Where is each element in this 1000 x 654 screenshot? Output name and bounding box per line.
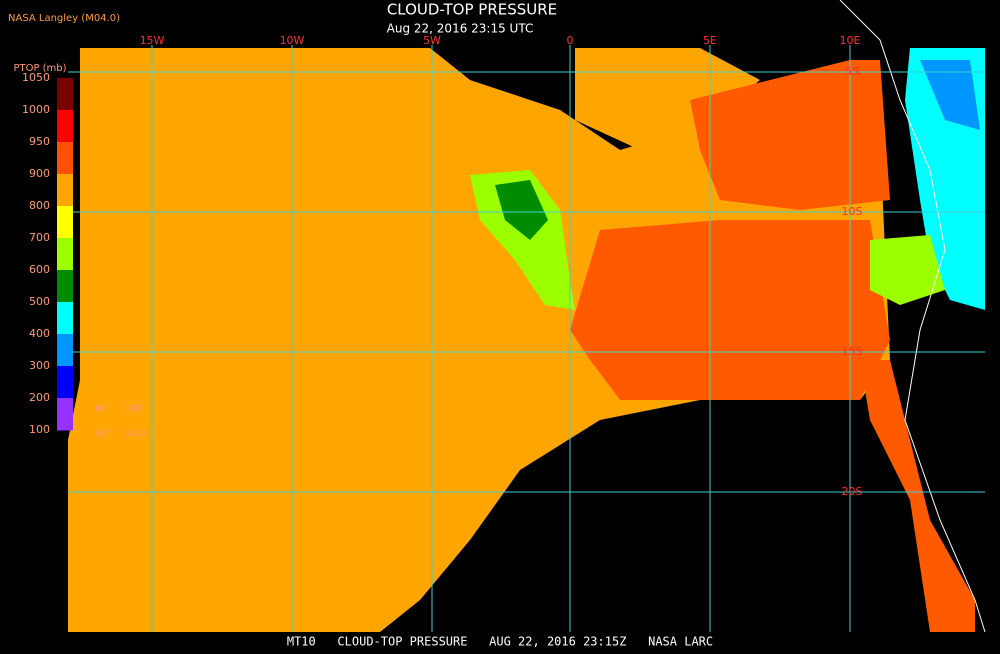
high-cloud (470, 170, 575, 310)
colorbar-swatch (57, 302, 73, 335)
lat-label: 20S (842, 485, 863, 498)
lon-label: 15W (140, 34, 165, 47)
colorbar-swatch (57, 334, 73, 367)
colorbar-swatch (57, 206, 73, 239)
coastal-region (860, 360, 975, 632)
coastline (839, 0, 986, 633)
colorbar-tick: 1050 (22, 71, 50, 84)
colorbar-swatch (57, 78, 73, 111)
colorbar-tick: 950 (29, 135, 50, 148)
low-cloud-region (575, 48, 760, 150)
colorbar-tick: 300 (29, 359, 50, 372)
low-cloud-region (68, 48, 890, 632)
lat-label: 5S (845, 65, 859, 78)
colorbar-tick: 1000 (22, 103, 50, 116)
high-cloud-core (495, 180, 548, 240)
colorbar-swatch (57, 366, 73, 399)
colorbar-swatch (57, 142, 73, 175)
lat-label: 15S (842, 345, 863, 358)
flag-label: VALR (124, 430, 147, 440)
colorbar-tick: 800 (29, 199, 50, 212)
colorbar-tick: 100 (29, 423, 50, 436)
lon-label: 5E (703, 34, 717, 47)
flag-label: RET (95, 430, 113, 440)
flag-label: NO (95, 405, 109, 415)
flag-label: OUT (124, 405, 144, 415)
colorbar-swatch (57, 398, 73, 431)
colorbar-swatch (57, 110, 73, 143)
colorbar-swatch (57, 238, 73, 271)
colorbar-label: PTOP (mb) (13, 63, 66, 74)
mid-low-region (690, 60, 890, 210)
coast-cloud (920, 60, 980, 130)
colorbar-tick: 200 (29, 391, 50, 404)
coast-cloud (870, 235, 945, 305)
colorbar: 1050 1000 950 900 800 700 600 500 400 300 200 100 NO… (22, 71, 147, 440)
lon-label: 0 (567, 34, 574, 47)
footer: MT10 CLOUD-TOP PRESSURE AUG 22, 2016 23:… (287, 635, 713, 649)
colorbar-tick: 700 (29, 231, 50, 244)
map-field (68, 0, 986, 633)
subtitle: Aug 22, 2016 23:15 UTC (387, 22, 534, 36)
lon-label: 10E (840, 34, 861, 47)
lon-label: 10W (280, 34, 305, 47)
title: CLOUD-TOP PRESSURE (387, 1, 557, 19)
mid-low-region (570, 220, 890, 400)
colorbar-swatch (57, 270, 73, 303)
lon-label: 5W (423, 34, 441, 47)
colorbar-tick: 500 (29, 295, 50, 308)
graticule: 15W 10W 5W 0 5E 10E 5S 10S 15S 20S (68, 34, 985, 632)
lat-label: 10S (842, 205, 863, 218)
source-label: NASA Langley (M04.0) (8, 13, 120, 24)
colorbar-tick: 600 (29, 263, 50, 276)
colorbar-swatch (57, 174, 73, 207)
colorbar-tick: 400 (29, 327, 50, 340)
colorbar-tick: 900 (29, 167, 50, 180)
